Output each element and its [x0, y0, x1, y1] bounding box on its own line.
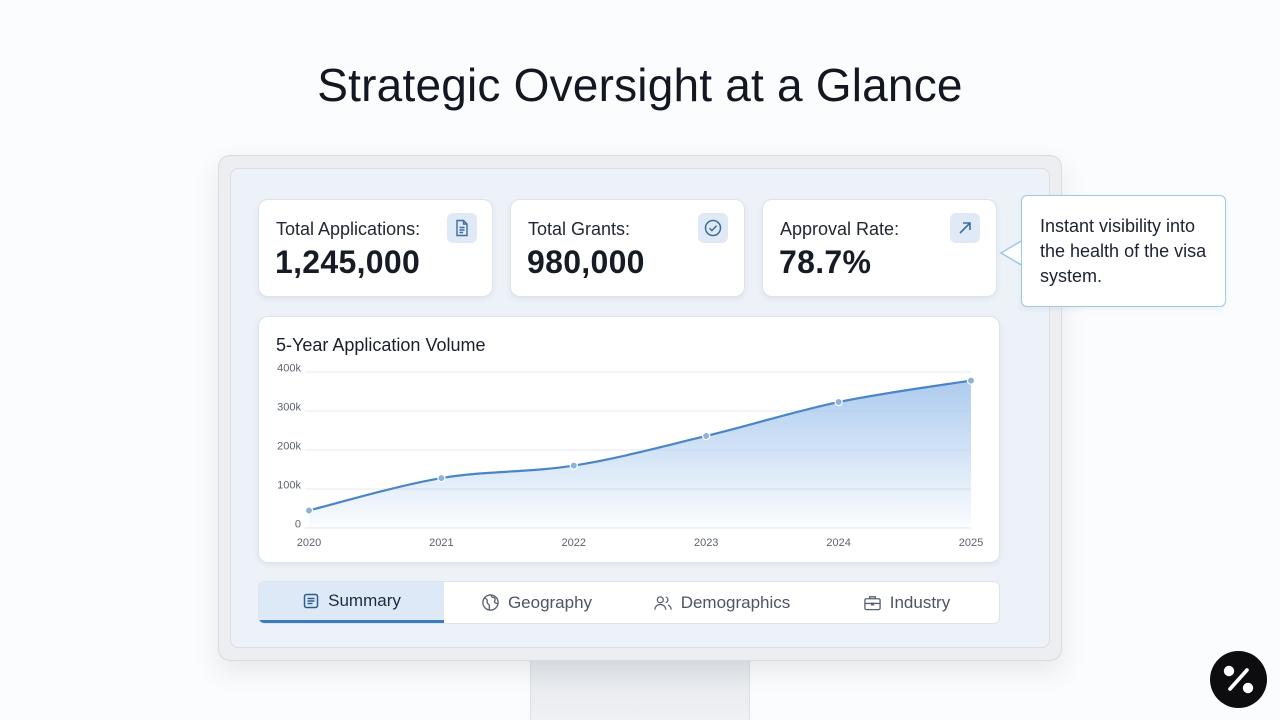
y-tick-label: 100k: [277, 480, 301, 492]
kpi-card-total-grants: Total Grants: 980,000: [510, 199, 745, 297]
kpi-label: Approval Rate:: [780, 219, 900, 239]
y-tick-label: 0: [295, 519, 301, 531]
monitor-stand: [530, 660, 750, 720]
y-tick-label: 200k: [277, 441, 301, 453]
chart-card: 5-Year Application Volume 0 100k 200k 300k 4…: [258, 316, 1000, 563]
callout-text: Instant visibility into the health of th…: [1040, 216, 1207, 286]
y-tick-label: 300k: [277, 402, 301, 414]
brand-logo: [1210, 651, 1267, 708]
data-point: [569, 461, 578, 470]
tab-label: Geography: [507, 592, 593, 612]
series-area: [309, 380, 971, 528]
kpi-label: Total Grants:: [528, 219, 631, 239]
tab-label: Demographics: [680, 592, 791, 612]
trend-up-arrow-icon: [950, 213, 980, 243]
kpi-value: 78.7%: [779, 244, 872, 280]
y-tick-label: 400k: [277, 363, 301, 375]
check-circle-icon: [698, 213, 728, 243]
summary-list-icon: [303, 593, 319, 609]
data-point: [966, 376, 976, 385]
page-headline: Strategic Oversight at a Glance: [317, 59, 963, 111]
tab-geography[interactable]: Geography: [444, 582, 629, 623]
kpi-card-approval-rate: Approval Rate: 78.7%: [762, 199, 997, 297]
tab-demographics[interactable]: Demographics: [629, 582, 814, 623]
view-tabs: Summary Geography Demographics Industry: [258, 581, 1000, 624]
tab-industry[interactable]: Industry: [814, 582, 999, 623]
tab-summary[interactable]: Summary: [259, 582, 444, 623]
globe-icon: [482, 594, 499, 611]
kpi-value: 980,000: [527, 244, 645, 280]
x-tick-label: 2020: [297, 537, 321, 549]
kpi-value: 1,245,000: [275, 244, 421, 280]
x-tick-label: 2024: [826, 537, 850, 549]
x-tick-label: 2023: [694, 537, 718, 549]
users-icon: [653, 595, 672, 610]
briefcase-icon: [864, 595, 881, 610]
area-chart: 0 100k 200k 300k 400k 2020 2021 2022 2023 2024 20…: [277, 363, 983, 550]
series-line: [308, 379, 972, 512]
brand-logo-icon: [1223, 665, 1254, 694]
x-tick-label: 2022: [562, 537, 586, 549]
data-point: [834, 397, 843, 407]
callout-pointer: [999, 239, 1023, 267]
data-point: [437, 473, 446, 483]
callout-box: Instant visibility into the health of th…: [1021, 195, 1226, 307]
data-point: [702, 431, 711, 441]
document-icon: [447, 213, 477, 243]
chart-title: 5-Year Application Volume: [276, 335, 486, 355]
kpi-label: Total Applications:: [276, 219, 421, 239]
x-tick-label: 2021: [429, 537, 453, 549]
data-point: [304, 506, 314, 515]
tab-label: Summary: [328, 591, 401, 610]
tab-label: Industry: [889, 592, 951, 612]
kpi-card-total-applications: Total Applications: 1,245,000: [258, 199, 493, 297]
x-tick-label: 2025: [959, 537, 983, 549]
